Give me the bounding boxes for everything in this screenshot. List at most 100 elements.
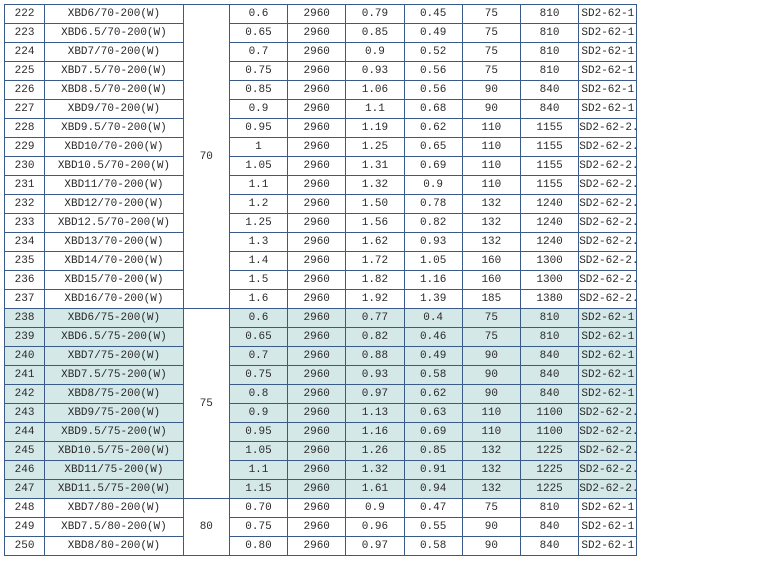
cell: 0.96 (346, 518, 404, 537)
cell: 0.95 (229, 119, 287, 138)
cell: 231 (5, 176, 45, 195)
cell: SD2-62-1 (579, 62, 637, 81)
cell: XBD9.5/75-200(W) (45, 423, 184, 442)
cell: 2960 (288, 347, 346, 366)
cell: 0.95 (229, 423, 287, 442)
group-label: 75 (183, 309, 229, 499)
cell: 0.62 (404, 119, 462, 138)
cell: 132 (462, 233, 520, 252)
cell: 0.9 (229, 404, 287, 423)
spec-table: 222XBD6/70-200(W)700.629600.790.4575810S… (4, 4, 756, 556)
cell: 222 (5, 5, 45, 24)
cell: XBD11/70-200(W) (45, 176, 184, 195)
cell: 2960 (288, 138, 346, 157)
cell: 242 (5, 385, 45, 404)
cell: 245 (5, 442, 45, 461)
cell: 249 (5, 518, 45, 537)
cell: 110 (462, 138, 520, 157)
cell: 1100 (520, 404, 578, 423)
cell: 0.49 (404, 24, 462, 43)
cell: 0.85 (404, 442, 462, 461)
table-row: 227XBD9/70-200(W)0.929601.10.6890840SD2-… (5, 100, 756, 119)
cell: SD2-62-2.5 (579, 195, 637, 214)
cell: 2960 (288, 518, 346, 537)
cell: 185 (462, 290, 520, 309)
cell: 2960 (288, 423, 346, 442)
cell: 840 (520, 81, 578, 100)
cell: 0.69 (404, 157, 462, 176)
cell: 0.94 (404, 480, 462, 499)
cell: XBD13/70-200(W) (45, 233, 184, 252)
table-row: 239XBD6.5/75-200(W)0.6529600.820.4675810… (5, 328, 756, 347)
cell: 2960 (288, 366, 346, 385)
cell: 2960 (288, 385, 346, 404)
cell: XBD7.5/70-200(W) (45, 62, 184, 81)
cell: 2960 (288, 62, 346, 81)
cell: 0.85 (229, 81, 287, 100)
cell: 1.92 (346, 290, 404, 309)
cell: 1.05 (404, 252, 462, 271)
cell: 840 (520, 385, 578, 404)
cell: 1.62 (346, 233, 404, 252)
cell: 2960 (288, 480, 346, 499)
cell: SD2-62-1 (579, 5, 637, 24)
table-row: 235XBD14/70-200(W)1.429601.721.051601300… (5, 252, 756, 271)
cell: SD2-62-1 (579, 518, 637, 537)
table-row: 224XBD7/70-200(W)0.729600.90.5275810SD2-… (5, 43, 756, 62)
cell: 110 (462, 176, 520, 195)
cell: 239 (5, 328, 45, 347)
cell: 0.58 (404, 537, 462, 556)
cell: 227 (5, 100, 45, 119)
cell: 230 (5, 157, 45, 176)
table-row: 238XBD6/75-200(W)750.629600.770.475810SD… (5, 309, 756, 328)
cell: 1.25 (346, 138, 404, 157)
cell: XBD6.5/75-200(W) (45, 328, 184, 347)
cell: 2960 (288, 290, 346, 309)
cell: 229 (5, 138, 45, 157)
cell: 1.31 (346, 157, 404, 176)
cell: 232 (5, 195, 45, 214)
cell: 1155 (520, 157, 578, 176)
table-row: 229XBD10/70-200(W)129601.250.651101155SD… (5, 138, 756, 157)
cell: 132 (462, 480, 520, 499)
cell: 0.93 (346, 62, 404, 81)
cell: 2960 (288, 309, 346, 328)
cell: 1.32 (346, 461, 404, 480)
table-row: 241XBD7.5/75-200(W)0.7529600.930.5890840… (5, 366, 756, 385)
cell: 0.9 (346, 43, 404, 62)
cell: 1 (229, 138, 287, 157)
table-row: 222XBD6/70-200(W)700.629600.790.4575810S… (5, 5, 756, 24)
cell: 228 (5, 119, 45, 138)
cell: 1.4 (229, 252, 287, 271)
table-row: 226XBD8.5/70-200(W)0.8529601.060.5690840… (5, 81, 756, 100)
cell: 840 (520, 518, 578, 537)
cell: 75 (462, 5, 520, 24)
cell: 1.13 (346, 404, 404, 423)
cell: SD2-62-1 (579, 81, 637, 100)
table-row: 243XBD9/75-200(W)0.929601.130.631101100S… (5, 404, 756, 423)
cell: 224 (5, 43, 45, 62)
cell: 0.68 (404, 100, 462, 119)
group-label: 70 (183, 5, 229, 309)
cell: 840 (520, 347, 578, 366)
cell: 225 (5, 62, 45, 81)
cell: SD2-62-1 (579, 24, 637, 43)
cell: 160 (462, 252, 520, 271)
cell: 1.1 (346, 100, 404, 119)
cell: 0.65 (404, 138, 462, 157)
cell: SD2-62-2.5 (579, 423, 637, 442)
cell: SD2-62-2.5 (579, 138, 637, 157)
cell: XBD7/70-200(W) (45, 43, 184, 62)
cell: 0.6 (229, 5, 287, 24)
cell: XBD11.5/75-200(W) (45, 480, 184, 499)
cell: 2960 (288, 537, 346, 556)
cell: 0.55 (404, 518, 462, 537)
cell: 1.26 (346, 442, 404, 461)
cell: 2960 (288, 271, 346, 290)
cell: XBD8.5/70-200(W) (45, 81, 184, 100)
cell: 246 (5, 461, 45, 480)
cell: SD2-62-2.5 (579, 442, 637, 461)
cell: XBD12/70-200(W) (45, 195, 184, 214)
cell: 0.91 (404, 461, 462, 480)
cell: 0.46 (404, 328, 462, 347)
